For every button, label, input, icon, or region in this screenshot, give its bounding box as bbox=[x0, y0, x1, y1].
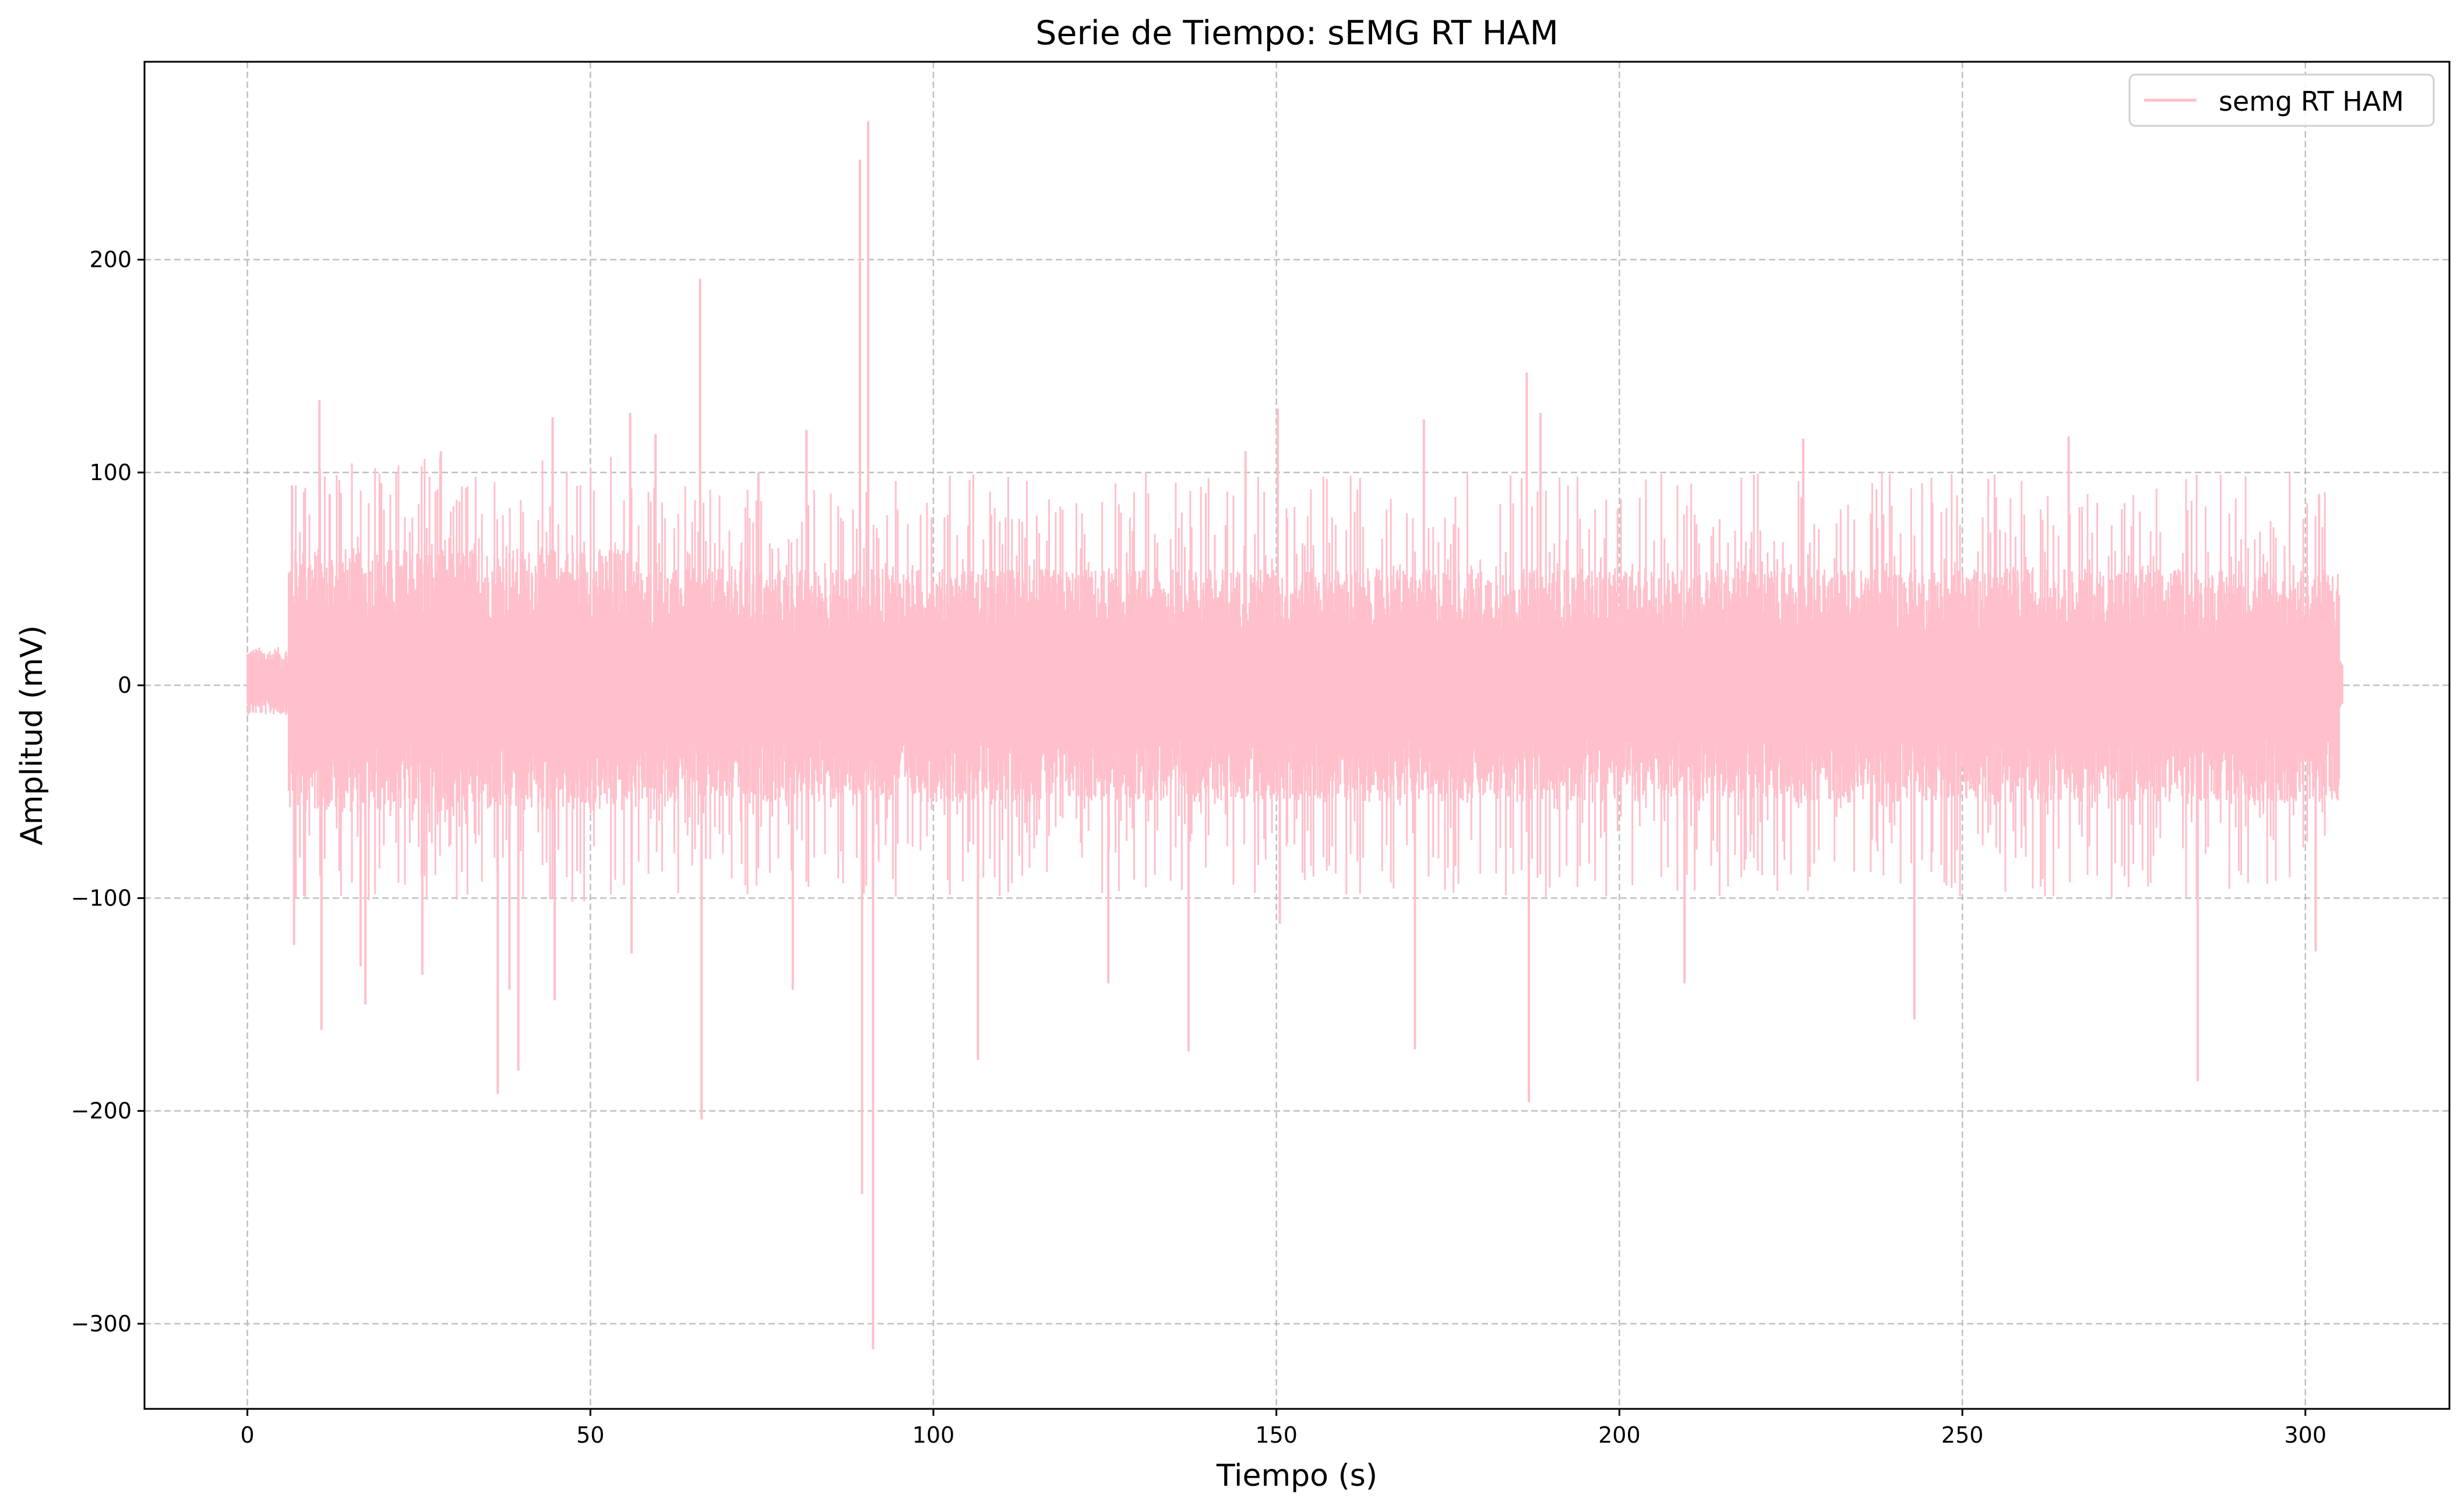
axes-frame bbox=[143, 61, 2451, 1410]
y-tick-label: −100 bbox=[71, 885, 132, 911]
legend-label: semg RT HAM bbox=[2219, 86, 2404, 117]
x-tick-label: 250 bbox=[1941, 1422, 1984, 1448]
chart-title: Serie de Tiempo: sEMG RT HAM bbox=[1035, 14, 1559, 52]
y-tick-label: −200 bbox=[71, 1098, 132, 1124]
y-tick-label: 200 bbox=[89, 247, 132, 273]
y-axis-label: Amplitud (mV) bbox=[15, 625, 50, 845]
signal-trace bbox=[246, 457, 2343, 902]
legend-box bbox=[2128, 73, 2435, 127]
y-tick-label: −300 bbox=[71, 1311, 132, 1337]
y-tick-label: 0 bbox=[118, 672, 132, 698]
x-tick-label: 300 bbox=[2284, 1422, 2326, 1448]
y-tick-label: 100 bbox=[89, 460, 132, 485]
legend: semg RT HAM bbox=[2128, 73, 2435, 127]
plot-data bbox=[246, 121, 2343, 1349]
x-tick-label: 150 bbox=[1255, 1422, 1298, 1448]
axis-ticks: 0 50 100 150 200 250 300 −300 −200 −100 0 100 200 bbox=[71, 247, 2326, 1448]
x-axis-label: Tiempo (s) bbox=[1216, 1458, 1377, 1493]
x-tick-label: 100 bbox=[912, 1422, 955, 1448]
x-tick-label: 0 bbox=[241, 1422, 255, 1448]
x-tick-label: 200 bbox=[1598, 1422, 1641, 1448]
x-tick-label: 50 bbox=[576, 1422, 604, 1448]
